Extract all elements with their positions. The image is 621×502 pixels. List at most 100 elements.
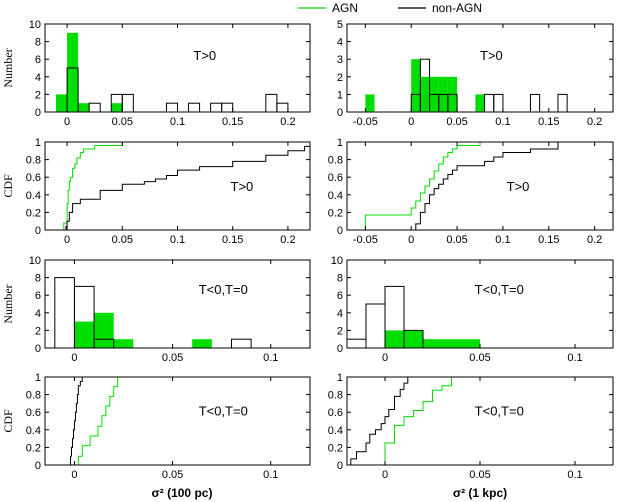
y-tick-label: 5 [337, 19, 343, 31]
x-tick-label: 0.05 [469, 352, 490, 364]
x-tick-label: 0 [71, 469, 77, 481]
y-tick-label: 1 [337, 137, 343, 149]
cdf-line-non-agn [347, 377, 613, 465]
bar-agn [192, 339, 212, 348]
bar-agn [111, 103, 123, 112]
y-tick-label: 0.2 [328, 207, 343, 219]
bar-non-agn [210, 102, 223, 112]
x-tick-label: 0 [408, 116, 414, 128]
cdf-line-non-agn [45, 145, 310, 230]
cdf-line-agn [45, 142, 310, 230]
panel-cdf-1kpc-T>0: -0.05 0 0.05 0.1 0.15 0.2 0 0.2 0.4 0.6 0.8 1 T>0 [328, 137, 614, 246]
y-tick-label: 2 [35, 89, 41, 101]
bar-agn [411, 59, 421, 112]
panel-hist-100pc-T>0: 0 0.05 0.1 0.15 0.2 0 2 4 6 8 10 T>0 Number [1, 19, 311, 128]
x-tick-label: 0.1 [263, 352, 278, 364]
y-tick-label: 10 [331, 255, 343, 267]
bar-non-agn [276, 102, 289, 112]
panel-cdf-100pc-T>0: 0 0.05 0.1 0.15 0.2 0 0.2 0.4 0.6 0.8 1 T>0 CDF [1, 137, 311, 246]
y-tick-label: 0 [337, 225, 343, 237]
bar-agn [67, 32, 79, 112]
y-tick-label: 0 [35, 107, 41, 119]
x-tick-label: -0.05 [353, 234, 378, 246]
y-tick-label: 4 [35, 72, 41, 84]
x-tick-label: 0.05 [162, 469, 183, 481]
y-tick-label: 1 [337, 89, 343, 101]
panel-cdf-1kpc-T<0,T=0: 0 0.05 0.1 0 0.2 0.4 0.6 0.8 1 T<0,T=0 [328, 372, 614, 481]
x-tick-label: 0.05 [446, 116, 467, 128]
x-tick-label: 0.1 [170, 234, 185, 246]
y-tick-label: 8 [35, 273, 41, 285]
y-tick-label: 0.6 [26, 172, 41, 184]
y-tick-label: 2 [35, 325, 41, 337]
panel-annotation: T<0,T=0 [475, 403, 524, 418]
axes-frame [346, 376, 614, 466]
y-axis-label: CDF [1, 409, 15, 433]
bar-non-agn [493, 93, 504, 112]
cdf-line-non-agn [45, 377, 310, 465]
x-tick-label: 0.05 [162, 352, 183, 364]
y-tick-label: 4 [35, 308, 41, 320]
bar-agn [404, 330, 423, 348]
legend-label-agn: AGN [332, 1, 358, 15]
x-tick-label: 0.1 [263, 469, 278, 481]
plot-area [365, 58, 568, 112]
bar-non-agn [165, 102, 178, 112]
bar-non-agn [265, 93, 278, 112]
bar-non-agn [557, 93, 568, 112]
y-tick-label: 0.2 [26, 442, 41, 454]
x-tick-label: 0.15 [222, 116, 243, 128]
y-tick-label: 2 [337, 325, 343, 337]
y-tick-label: 6 [337, 290, 343, 302]
y-tick-label: 8 [35, 37, 41, 49]
axes-frame [44, 259, 311, 349]
plot-area [347, 142, 613, 230]
bar-agn [475, 94, 485, 112]
y-tick-label: 0 [35, 225, 41, 237]
y-tick-label: 0.8 [26, 155, 41, 167]
axes-frame [346, 141, 614, 231]
y-tick-label: 0.4 [26, 190, 41, 202]
y-tick-label: 1 [337, 372, 343, 384]
y-axis-label: Number [1, 48, 15, 87]
x-tick-label: 0.1 [170, 116, 185, 128]
panel-annotation: T>0 [480, 48, 503, 63]
bar-non-agn [447, 93, 458, 112]
bar-non-agn [365, 303, 386, 348]
y-tick-label: 1 [35, 137, 41, 149]
x-tick-label: 0.1 [567, 469, 582, 481]
cdf-line-non-agn [347, 142, 613, 230]
plot-area [45, 377, 310, 465]
y-tick-label: 3 [337, 54, 343, 66]
x-tick-label: 0.05 [446, 234, 467, 246]
y-tick-label: 8 [337, 273, 343, 285]
cdf-line-agn [347, 142, 613, 230]
y-tick-label: 0 [337, 107, 343, 119]
legend: AGN non-AGN [298, 1, 482, 15]
x-tick-label: 0 [64, 116, 70, 128]
bar-non-agn [188, 102, 201, 112]
y-tick-label: 0.8 [26, 390, 41, 402]
y-tick-label: 4 [337, 308, 343, 320]
bar-agn [365, 94, 375, 112]
y-tick-label: 10 [29, 19, 41, 31]
y-tick-label: 0.6 [328, 407, 343, 419]
y-tick-label: 0.2 [26, 207, 41, 219]
x-tick-label: 0.15 [538, 234, 559, 246]
y-tick-label: 6 [35, 54, 41, 66]
bar-agn [442, 339, 461, 348]
y-axis-label: Number [1, 284, 15, 323]
y-tick-label: 0.8 [328, 155, 343, 167]
x-tick-label: 0.2 [280, 116, 295, 128]
x-tick-label: 0.05 [469, 469, 490, 481]
x-tick-label: -0.05 [353, 116, 378, 128]
panel-annotation: T<0,T=0 [199, 403, 248, 418]
x-tick-label: 0.2 [587, 234, 602, 246]
bar-agn [94, 312, 114, 348]
bar-non-agn [347, 338, 367, 348]
y-tick-label: 0.2 [328, 442, 343, 454]
panel-hist-100pc-T<0,T=0: 0 0.05 0.1 0 2 4 6 8 10 T<0,T=0 Number [1, 255, 311, 364]
bar-non-agn [66, 67, 79, 112]
bar-agn [56, 94, 68, 112]
bar-non-agn [121, 93, 134, 112]
